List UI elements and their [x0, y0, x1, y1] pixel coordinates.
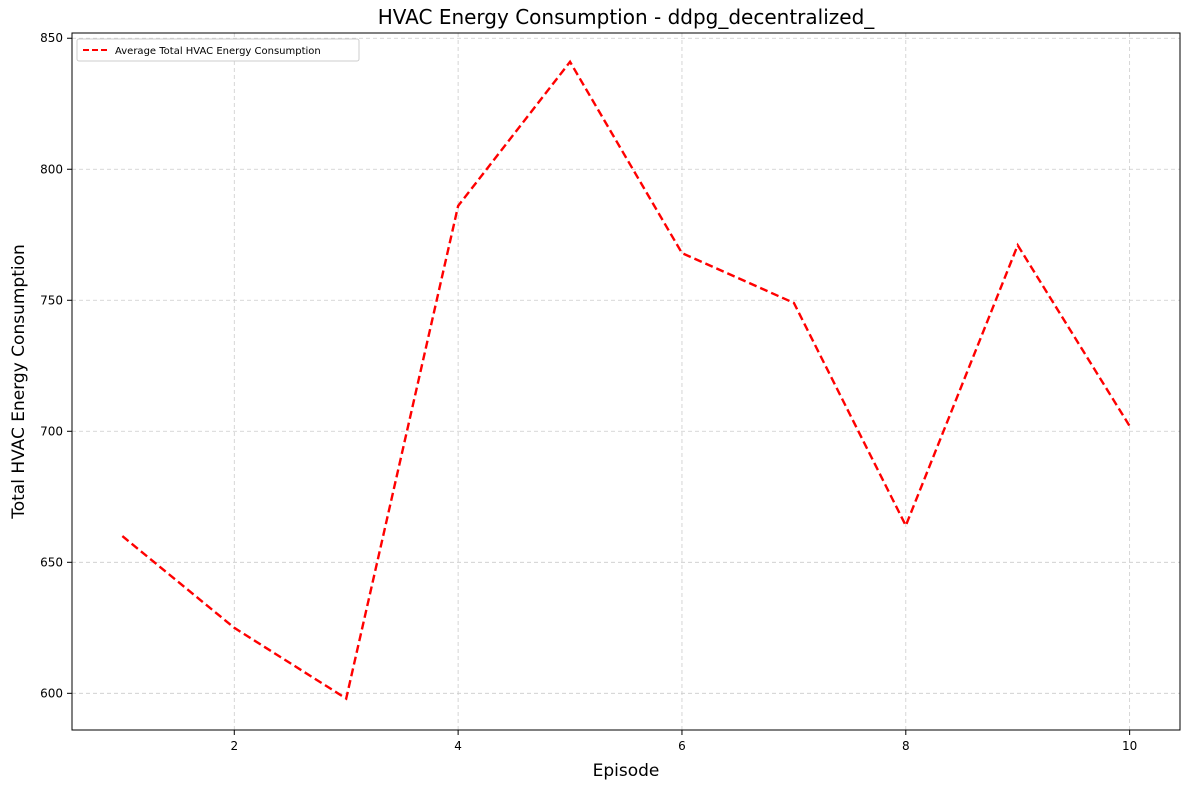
x-tick-label: 4 [454, 739, 462, 753]
legend-label: Average Total HVAC Energy Consumption [115, 46, 321, 57]
y-tick-label: 850 [40, 31, 63, 45]
y-tick-label: 700 [40, 424, 63, 438]
y-tick-label: 600 [40, 686, 63, 700]
x-tick-label: 10 [1122, 739, 1137, 753]
series-layer [121, 59, 1131, 701]
y-axis-ticks: 600 650 700 750 800 850 [40, 31, 72, 700]
x-tick-label: 2 [230, 739, 238, 753]
x-tick-label: 8 [902, 739, 910, 753]
x-axis-ticks: 2 4 6 8 10 [230, 730, 1137, 753]
y-axis-title: Total HVAC Energy Consumption [9, 244, 29, 520]
chart-title: HVAC Energy Consumption - ddpg_decentral… [378, 5, 876, 29]
plot-frame [71, 32, 1181, 731]
grid [72, 33, 1180, 730]
y-tick-label: 800 [40, 162, 63, 176]
legend: Average Total HVAC Energy Consumption [76, 38, 360, 62]
legend-box [76, 38, 360, 62]
y-tick-label: 650 [40, 555, 63, 569]
x-tick-label: 6 [678, 739, 686, 753]
x-axis-title: Episode [593, 761, 660, 781]
y-tick-label: 750 [40, 293, 63, 307]
series-line-0 [121, 59, 1131, 701]
